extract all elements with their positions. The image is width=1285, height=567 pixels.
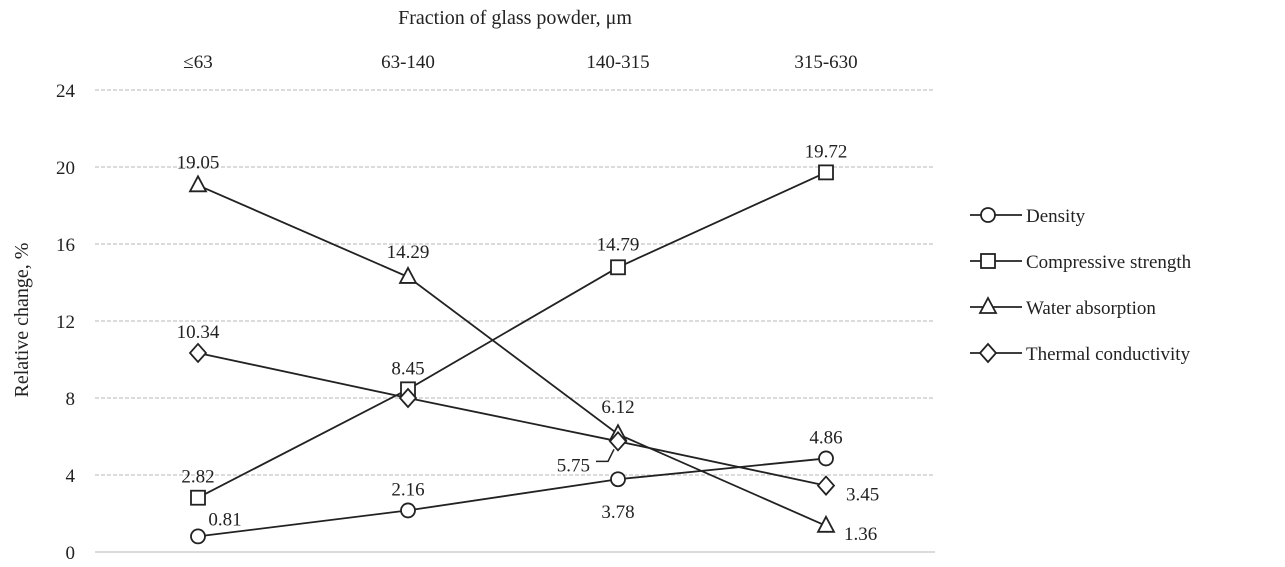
data-label: 1.36 [844, 524, 877, 545]
data-label: 2.16 [391, 479, 424, 500]
y-axis-title: Relative change, % [11, 243, 33, 398]
data-label: 10.34 [177, 322, 220, 343]
data-label: 19.05 [177, 152, 220, 173]
square-marker [610, 259, 626, 276]
square-marker [980, 253, 996, 269]
x-tick-label: ≤63 [183, 52, 212, 73]
series-line-0 [197, 457, 827, 538]
diamond-marker [978, 342, 998, 364]
data-label: 14.29 [387, 242, 430, 263]
y-tick-label: 4 [66, 466, 76, 487]
circle-marker [610, 471, 626, 488]
data-label: 5.75 [557, 455, 590, 476]
diamond-marker [188, 342, 208, 364]
triangle-marker [188, 174, 208, 193]
series-line-2 [197, 184, 827, 527]
data-label: 8.45 [391, 358, 424, 379]
data-label: 3.45 [846, 485, 879, 506]
diamond-marker [398, 387, 418, 409]
diamond-marker [816, 475, 836, 496]
data-label: 19.72 [805, 141, 848, 162]
data-label: 4.86 [809, 427, 842, 448]
circle-marker [190, 528, 206, 545]
legend-label: Thermal conductivity [1026, 344, 1191, 365]
x-axis-title: Fraction of glass powder, μm [398, 7, 632, 29]
legend-label: Compressive strength [1026, 252, 1192, 273]
data-label: 3.78 [601, 502, 634, 523]
triangle-marker [398, 266, 418, 284]
diamond-marker [608, 430, 628, 452]
square-marker [818, 164, 834, 181]
y-tick-label: 0 [66, 543, 76, 564]
y-tick-label: 16 [56, 235, 75, 256]
data-label: 14.79 [597, 234, 640, 255]
circle-marker [818, 450, 834, 467]
circle-marker [400, 502, 416, 519]
triangle-marker [978, 296, 998, 314]
series-line-1 [197, 171, 827, 499]
x-tick-label: 315-630 [794, 52, 857, 73]
legend-label: Density [1026, 206, 1086, 227]
circle-marker [980, 207, 996, 223]
data-label: 2.82 [181, 467, 214, 488]
legend-label: Water absorption [1026, 298, 1156, 319]
data-label: 6.12 [601, 397, 634, 418]
series-line-3 [197, 352, 827, 487]
data-label: 0.81 [208, 509, 241, 530]
x-tick-label: 140-315 [586, 52, 649, 73]
y-tick-label: 12 [56, 312, 75, 333]
square-marker [190, 489, 206, 506]
y-tick-label: 8 [66, 389, 76, 410]
y-tick-label: 24 [56, 81, 76, 102]
triangle-marker [816, 514, 836, 533]
y-tick-label: 20 [56, 158, 75, 179]
x-tick-label: 63-140 [381, 52, 435, 73]
leader-line [596, 448, 615, 463]
